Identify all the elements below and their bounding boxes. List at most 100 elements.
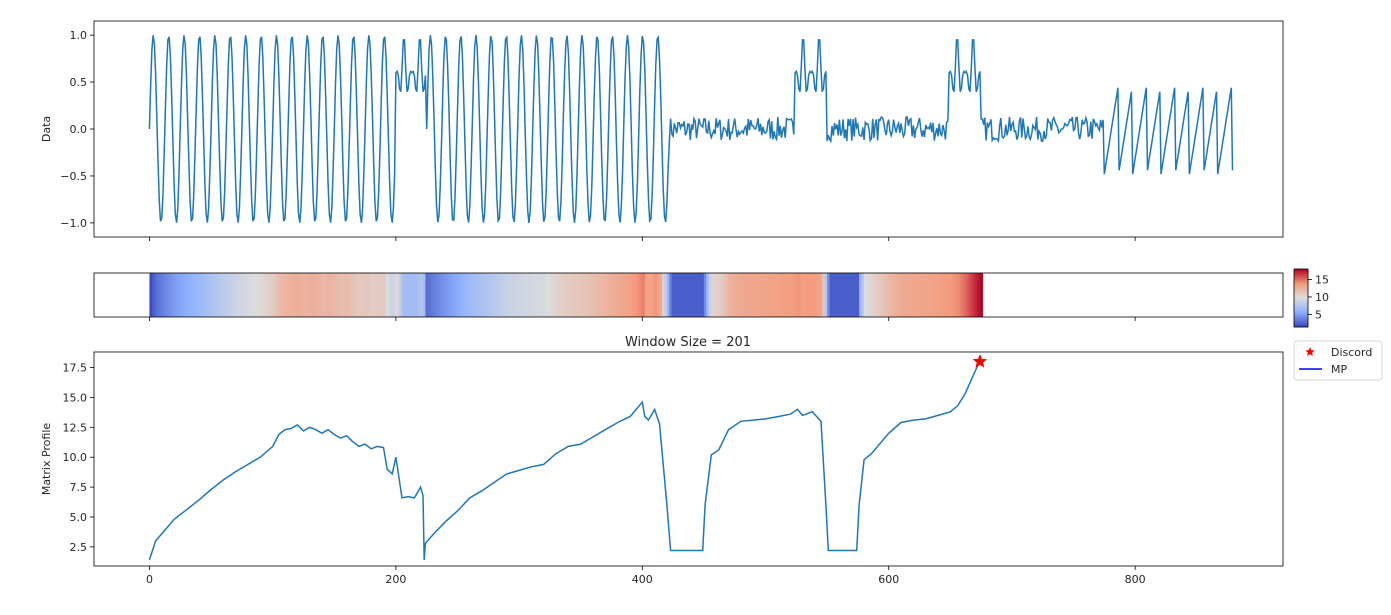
heatmap-cell	[639, 273, 643, 317]
colorbar-swatch	[1294, 270, 1308, 272]
heatmap-cell	[289, 273, 293, 317]
heatmap-cell	[366, 273, 370, 317]
heatmap-cell	[408, 273, 412, 317]
mp-y-axis-label: Matrix Profile	[40, 423, 53, 496]
heatmap-cell	[920, 273, 924, 317]
heatmap-cell	[775, 273, 779, 317]
heatmap-cell	[595, 273, 599, 317]
data-series-line	[148, 35, 1234, 223]
heatmap-cell	[873, 273, 877, 317]
colorbar-swatch	[1294, 304, 1308, 306]
heatmap-cell	[642, 273, 646, 317]
colorbar-swatch	[1294, 320, 1308, 322]
heatmap-cell	[447, 273, 451, 317]
heatmap-cell	[809, 273, 813, 317]
heatmap-cell	[918, 273, 922, 317]
heatmap-cell	[257, 273, 261, 317]
heatmap-x-ticks	[149, 317, 1136, 321]
heatmap-cell	[373, 273, 377, 317]
mp-x-tick-label: 600	[878, 573, 899, 586]
colorbar-swatch	[1294, 307, 1308, 309]
heatmap-cell	[760, 273, 764, 317]
heatmap-cell	[240, 273, 244, 317]
heatmap-cell	[321, 273, 325, 317]
colorbar-swatch	[1294, 294, 1308, 296]
colorbar-swatch	[1294, 284, 1308, 286]
heatmap-cell	[851, 273, 855, 317]
heatmap-cell	[487, 273, 491, 317]
heatmap-cell	[807, 273, 811, 317]
heatmap-cell	[965, 273, 969, 317]
heatmap-cell	[795, 273, 799, 317]
data-y-tick-label: 1.0	[70, 29, 88, 42]
heatmap-cell	[533, 273, 537, 317]
data-x-ticks	[149, 237, 1136, 241]
heatmap-cell	[814, 273, 818, 317]
heatmap-cell	[477, 273, 481, 317]
heatmap-cell	[233, 273, 237, 317]
colorbar-swatch	[1294, 287, 1308, 289]
heatmap-cell	[706, 273, 710, 317]
heatmap-cell	[543, 273, 547, 317]
heatmap-cell	[903, 273, 907, 317]
heatmap-cell	[284, 273, 289, 317]
heatmap-cell	[696, 273, 700, 317]
heatmap-cell	[400, 273, 404, 317]
heatmap-cell	[925, 273, 929, 317]
heatmap-cell	[304, 273, 308, 317]
heatmap-cell	[960, 273, 964, 317]
heatmap-cell	[674, 273, 678, 317]
mp-x-tick-label: 200	[385, 573, 406, 586]
colorbar-swatch	[1294, 325, 1308, 327]
heatmap-cell	[634, 273, 638, 317]
heatmap-cell	[349, 273, 353, 317]
heatmap-cell	[933, 273, 937, 317]
heatmap-cell	[223, 273, 227, 317]
heatmap-cell	[647, 273, 651, 317]
heatmap-cell	[622, 273, 626, 317]
heatmap-cell	[501, 273, 505, 317]
heatmap-cell	[955, 273, 959, 317]
heatmap-cell	[496, 273, 500, 317]
colorbar-swatch	[1294, 293, 1308, 295]
heatmap-cell	[455, 273, 459, 317]
heatmap-cell	[590, 273, 594, 317]
heatmap-cell	[578, 273, 582, 317]
heatmap-cell	[785, 273, 789, 317]
heatmap-cell	[938, 273, 942, 317]
heatmap-cell	[457, 273, 461, 317]
heatmap-cell	[329, 273, 333, 317]
heatmap-cell	[299, 273, 303, 317]
heatmap-cell	[390, 273, 394, 317]
heatmap-cell	[159, 273, 163, 317]
mp-x-tick-label: 0	[146, 573, 153, 586]
heatmap-cell	[418, 273, 422, 317]
mp-y-tick-label: 2.5	[70, 541, 88, 554]
heatmap-cell	[437, 273, 441, 317]
colorbar-swatch	[1294, 314, 1308, 316]
heatmap-axes-frame	[93, 272, 1284, 318]
heatmap-cell	[383, 273, 387, 317]
heatmap-cells	[149, 273, 983, 317]
heatmap-cell	[617, 273, 621, 317]
heatmap-cell	[869, 273, 873, 317]
heatmap-cell	[499, 273, 503, 317]
discord-marker	[972, 353, 988, 368]
heatmap-cell	[745, 273, 749, 317]
heatmap-cell	[280, 273, 284, 317]
colorbar-swatch	[1294, 297, 1308, 299]
heatmap-cell	[260, 273, 264, 317]
heatmap-cell	[346, 273, 350, 317]
colorbar-swatch	[1294, 295, 1308, 297]
heatmap-cell	[864, 273, 868, 317]
heatmap-cell	[733, 273, 737, 317]
heatmap-cell	[881, 273, 885, 317]
heatmap-cell	[388, 273, 392, 317]
colorbar-swatch	[1294, 283, 1308, 285]
heatmap-cell	[817, 273, 821, 317]
heatmap-cell	[484, 273, 488, 317]
heatmap-cell	[632, 273, 636, 317]
heatmap-cell	[610, 273, 614, 317]
heatmap-cell	[371, 273, 375, 317]
heatmap-cell	[928, 273, 932, 317]
